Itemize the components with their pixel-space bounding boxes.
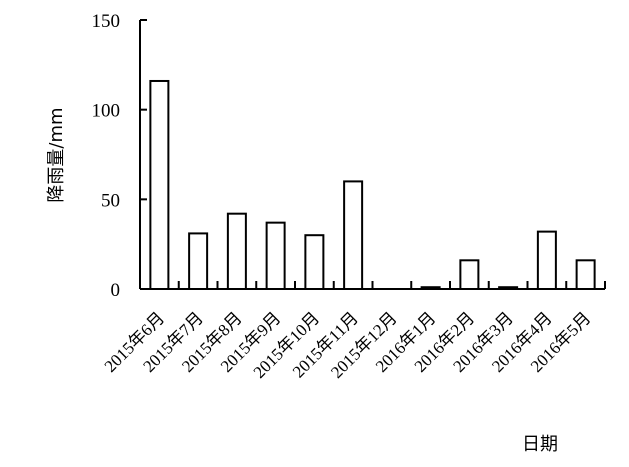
bar xyxy=(226,212,247,290)
bar xyxy=(304,234,325,290)
bar xyxy=(498,286,519,290)
bar xyxy=(459,259,480,291)
bar xyxy=(575,259,596,291)
bar xyxy=(420,286,441,290)
y-axis-label: 降雨量/mm xyxy=(46,107,67,202)
x-axis-label: 日期 xyxy=(522,434,558,455)
bar xyxy=(149,79,170,291)
bar xyxy=(188,232,209,290)
x-ticks xyxy=(177,281,606,289)
y-tick-label: 150 xyxy=(92,11,121,32)
bar xyxy=(265,221,286,290)
bar xyxy=(536,230,557,290)
y-tick-label: 50 xyxy=(101,190,120,211)
axes xyxy=(139,20,605,290)
bar xyxy=(343,180,364,290)
y-ticks: 0 50 100 150 xyxy=(92,11,147,301)
y-tick-label: 0 xyxy=(111,280,121,301)
category-labels: 2015年6月2015年7月2015年8月2015年9月2015年10月2015… xyxy=(101,308,595,382)
y-tick-label: 100 xyxy=(92,101,121,122)
bars xyxy=(149,79,596,291)
